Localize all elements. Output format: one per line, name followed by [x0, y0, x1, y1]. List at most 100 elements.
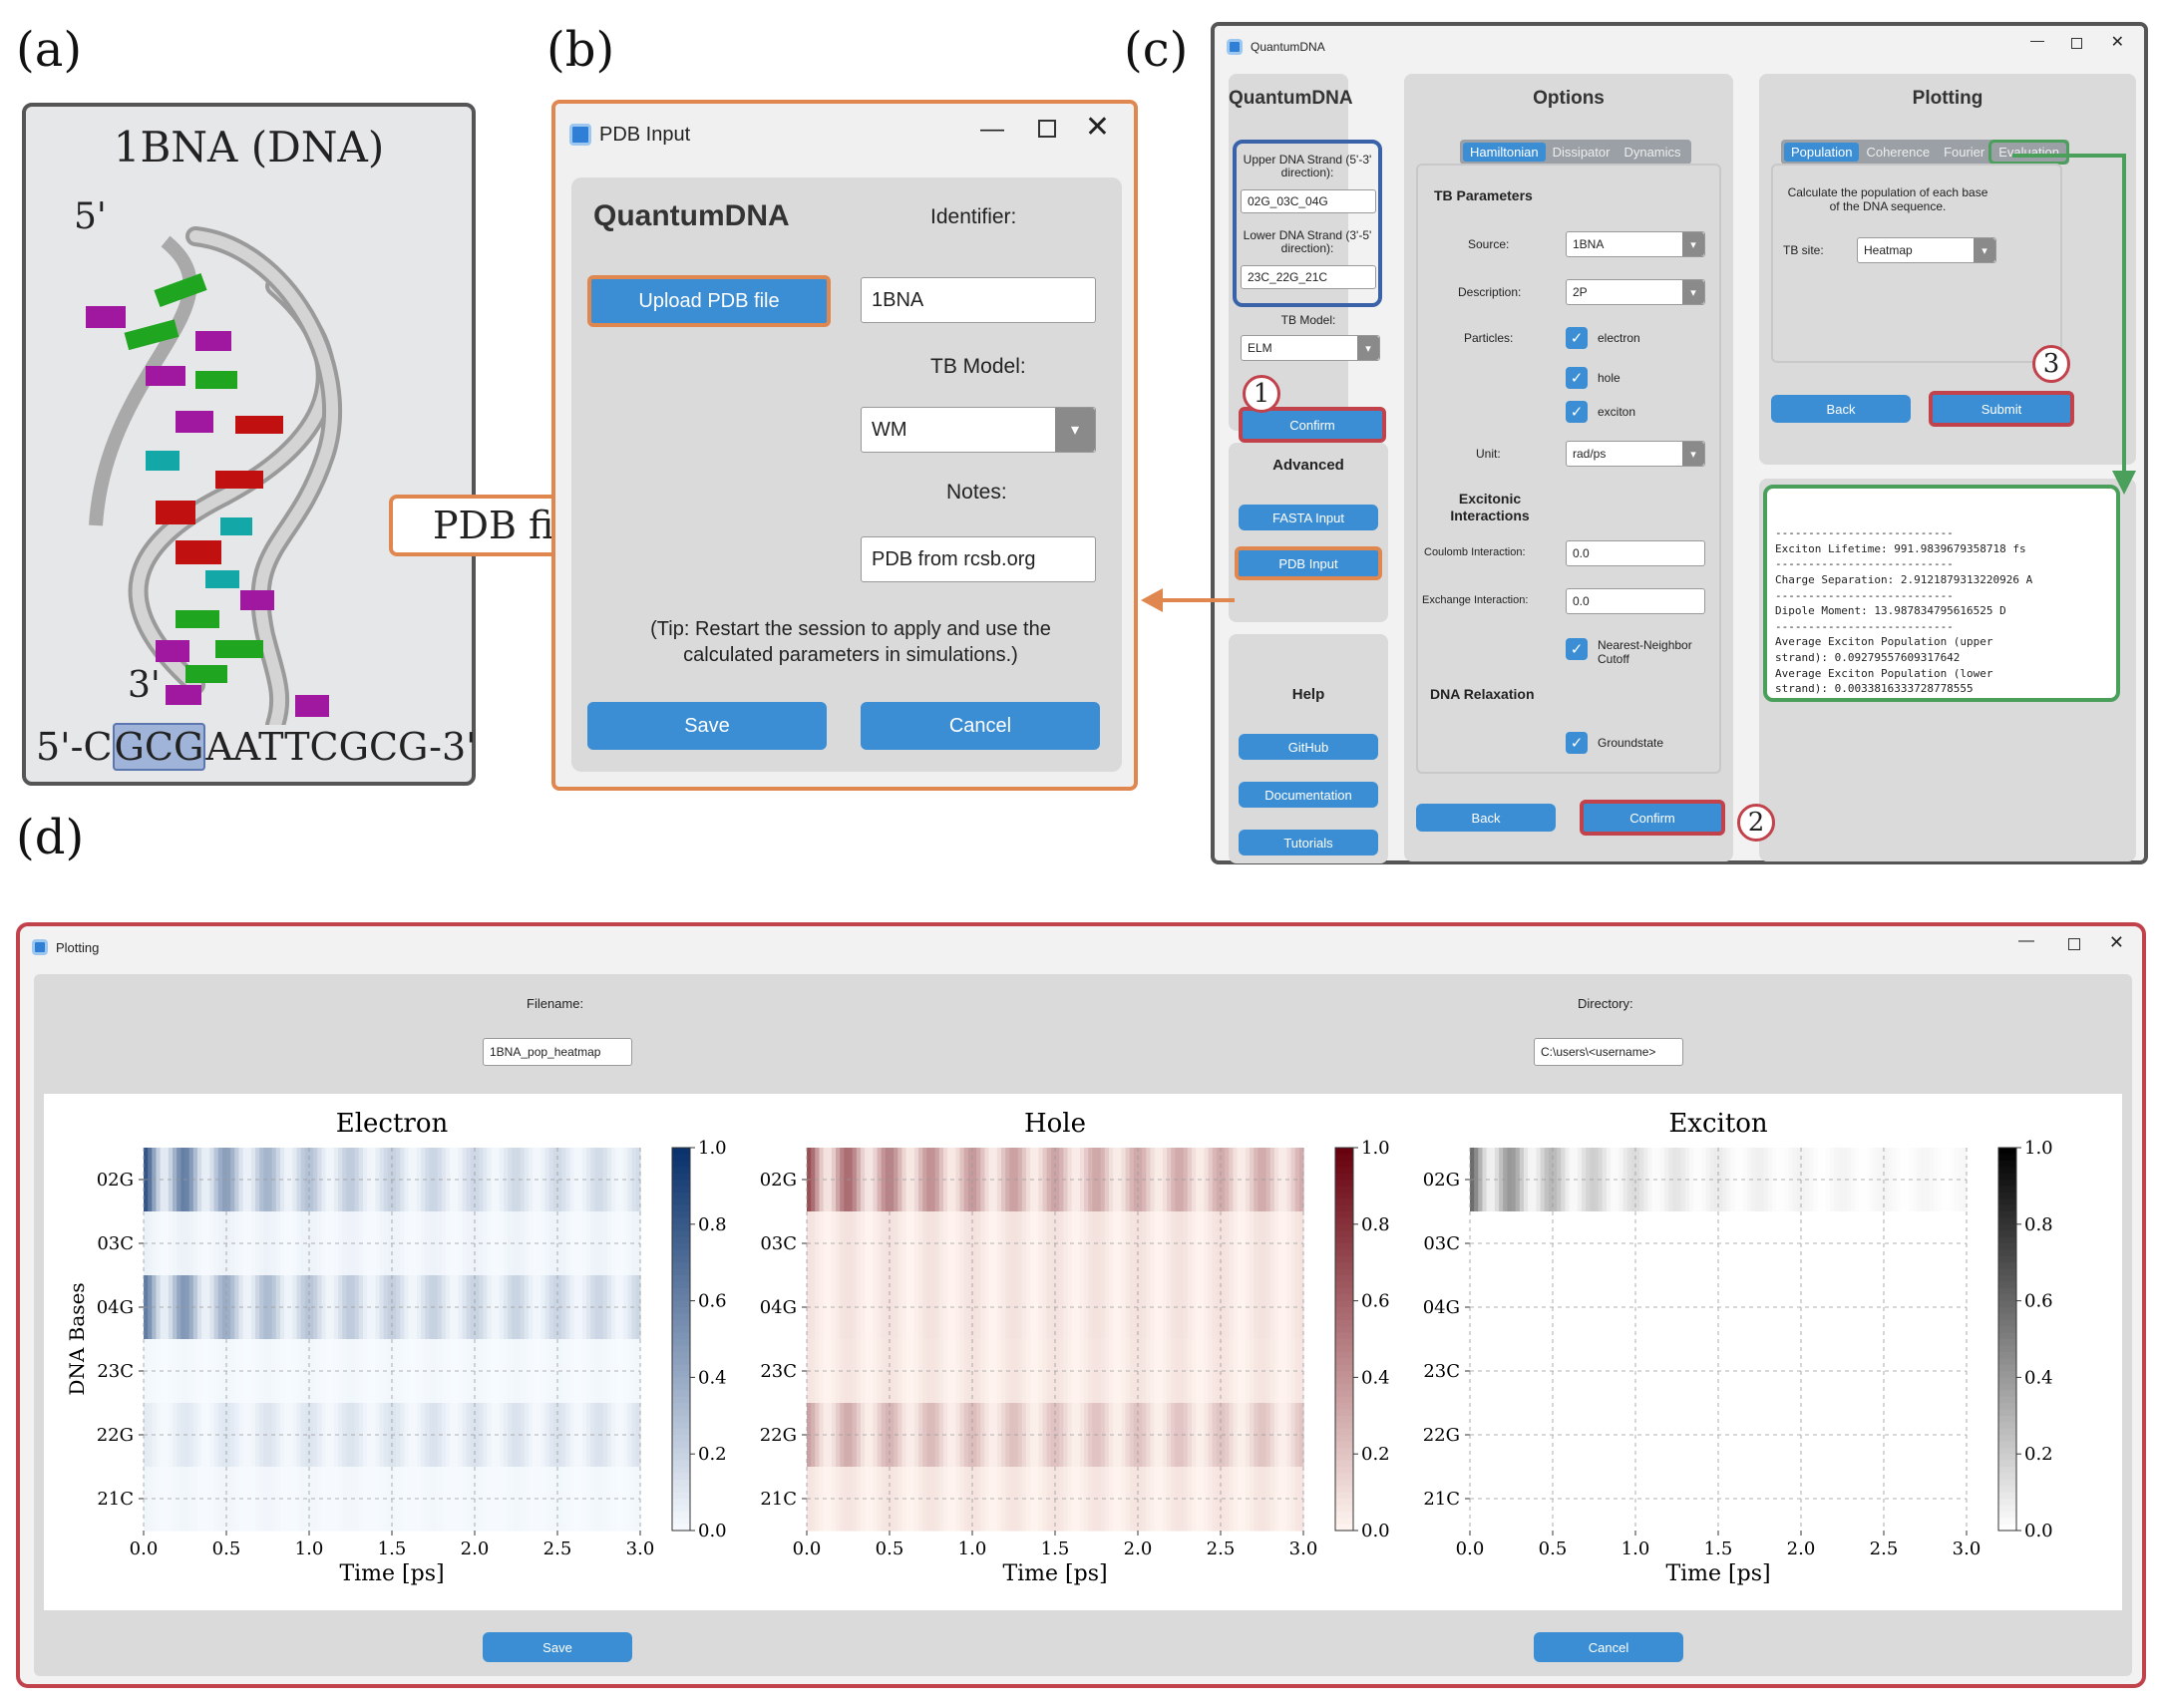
exchange-input[interactable]: 0.0 — [1566, 588, 1705, 614]
tab-fourier[interactable]: Fourier — [1944, 145, 1985, 160]
heatmap-cell — [1946, 1403, 1951, 1468]
heatmap-cell — [1191, 1339, 1197, 1404]
heatmap-cell — [1490, 1339, 1496, 1404]
dna-helix-image — [86, 226, 343, 725]
tab-dynamics[interactable]: Dynamics — [1623, 145, 1681, 160]
heatmap-cell — [1846, 1211, 1852, 1276]
heatmap-cell — [1499, 1148, 1504, 1212]
heatmap-cell — [1200, 1211, 1205, 1276]
heatmap-cell — [898, 1148, 903, 1212]
tb-model-select[interactable]: WM ▾ — [861, 407, 1096, 453]
heatmap-cell — [1208, 1211, 1214, 1276]
plot-save-button[interactable]: Save — [483, 1632, 632, 1662]
minimize-icon[interactable]: — — [2018, 932, 2034, 949]
colorbar-segment — [672, 1326, 690, 1334]
heatmap-cell — [1854, 1211, 1860, 1276]
chevron-down-icon[interactable]: ▾ — [1682, 442, 1704, 466]
lower-strand-input[interactable]: 23C_22G_21C — [1241, 265, 1376, 289]
close-icon[interactable]: ✕ — [1084, 111, 1110, 144]
chevron-down-icon[interactable]: ▾ — [1357, 336, 1379, 360]
heatmap-cell — [1730, 1148, 1736, 1212]
heatmap-cell — [1290, 1211, 1296, 1276]
heatmap-cell — [1009, 1148, 1015, 1212]
coulomb-input[interactable]: 0.0 — [1566, 540, 1705, 566]
minimize-icon[interactable]: — — [2030, 32, 2044, 48]
heatmap-cell — [1594, 1339, 1600, 1404]
colorbar-segment — [672, 1160, 690, 1168]
cancel-button[interactable]: Cancel — [861, 702, 1100, 750]
description-select[interactable]: 2P ▾ — [1566, 279, 1705, 305]
heatmap-cell — [552, 1339, 558, 1404]
groundstate-checkbox[interactable]: ✓ — [1566, 732, 1588, 754]
close-icon[interactable]: ✕ — [2108, 932, 2124, 952]
options-back-button[interactable]: Back — [1416, 804, 1556, 832]
heatmap-cell — [1233, 1403, 1239, 1468]
save-button[interactable]: Save — [587, 702, 827, 750]
tb-site-select[interactable]: Heatmap ▾ — [1857, 237, 1996, 263]
heatmap-cell — [313, 1467, 318, 1532]
filename-input[interactable]: 1BNA_pop_heatmap — [483, 1038, 632, 1066]
tab-dissipator[interactable]: Dissipator — [1552, 145, 1611, 160]
confirm-sequence-button[interactable]: Confirm — [1239, 407, 1386, 443]
pdb-input-button[interactable]: PDB Input — [1235, 546, 1382, 580]
chevron-down-icon[interactable]: ▾ — [1055, 408, 1095, 452]
identifier-input[interactable]: 1BNA — [861, 277, 1096, 323]
unit-select[interactable]: rad/ps ▾ — [1566, 441, 1705, 467]
heatmap-cell — [1146, 1211, 1152, 1276]
heatmap-cell — [1216, 1339, 1222, 1404]
heatmap-cell — [387, 1403, 393, 1468]
heatmap-cell — [1586, 1467, 1591, 1532]
heatmap-cell — [819, 1403, 825, 1468]
options-confirm-button[interactable]: Confirm — [1580, 800, 1725, 836]
upload-pdb-button[interactable]: Upload PDB file — [587, 275, 831, 327]
heatmap-cell — [1784, 1275, 1790, 1340]
tab-population[interactable]: Population — [1784, 143, 1860, 162]
chevron-down-icon[interactable]: ▾ — [1682, 280, 1704, 304]
fasta-input-button[interactable]: FASTA Input — [1239, 505, 1378, 530]
colorbar-segment — [1998, 1255, 2016, 1263]
chevron-down-icon[interactable]: ▾ — [1682, 232, 1704, 256]
heatmap-cell — [856, 1275, 862, 1340]
maximize-icon[interactable] — [1038, 120, 1056, 138]
github-button[interactable]: GitHub — [1239, 734, 1378, 760]
heatmap-cell — [1854, 1403, 1860, 1468]
tutorials-button[interactable]: Tutorials — [1239, 830, 1378, 855]
hole-checkbox[interactable]: ✓ — [1566, 367, 1588, 389]
heatmap-cell — [905, 1211, 911, 1276]
heatmap-cell — [1602, 1275, 1608, 1340]
upper-strand-input[interactable]: 02G_03C_04G — [1241, 189, 1376, 213]
submit-button[interactable]: Submit — [1929, 391, 2074, 427]
heatmap-cell — [865, 1275, 870, 1340]
colorbar-segment — [672, 1287, 690, 1295]
tab-hamiltonian[interactable]: Hamiltonian — [1463, 143, 1546, 162]
hole-label: hole — [1598, 371, 1620, 385]
directory-input[interactable]: C:\users\<username> — [1534, 1038, 1683, 1066]
heatmap-cell — [577, 1148, 583, 1212]
chevron-down-icon[interactable]: ▾ — [1974, 238, 1995, 262]
plot-cancel-button[interactable]: Cancel — [1534, 1632, 1683, 1662]
tab-coherence[interactable]: Coherence — [1866, 145, 1931, 160]
plotting-back-button[interactable]: Back — [1771, 395, 1911, 423]
electron-checkbox[interactable]: ✓ — [1566, 327, 1588, 349]
colorbar-segment — [1998, 1160, 2016, 1168]
heatmap-cell — [1561, 1403, 1567, 1468]
colorbar-tick-label: 0.2 — [1361, 1444, 1390, 1465]
nearest-neighbor-checkbox[interactable]: ✓ — [1566, 638, 1588, 660]
colorbar-segment — [1335, 1243, 1353, 1250]
exciton-checkbox[interactable]: ✓ — [1566, 401, 1588, 423]
maximize-icon[interactable] — [2068, 938, 2080, 950]
documentation-button[interactable]: Documentation — [1239, 782, 1378, 808]
source-select[interactable]: 1BNA ▾ — [1566, 231, 1705, 257]
heatmap-cell — [1265, 1403, 1271, 1468]
close-icon[interactable]: ✕ — [2110, 34, 2124, 51]
maximize-icon[interactable] — [2071, 38, 2082, 49]
heatmap-cell — [450, 1467, 455, 1532]
heatmap-cell — [156, 1211, 162, 1276]
notes-input[interactable]: PDB from rcsb.org — [861, 536, 1096, 582]
colorbar-segment — [672, 1499, 690, 1506]
heatmap-cell — [631, 1467, 637, 1532]
tb-model-select[interactable]: ELM ▾ — [1241, 335, 1380, 361]
coulomb-label: Coulomb Interaction: — [1424, 546, 1526, 558]
heatmap-cell — [881, 1403, 887, 1468]
minimize-icon[interactable]: — — [980, 116, 1004, 143]
